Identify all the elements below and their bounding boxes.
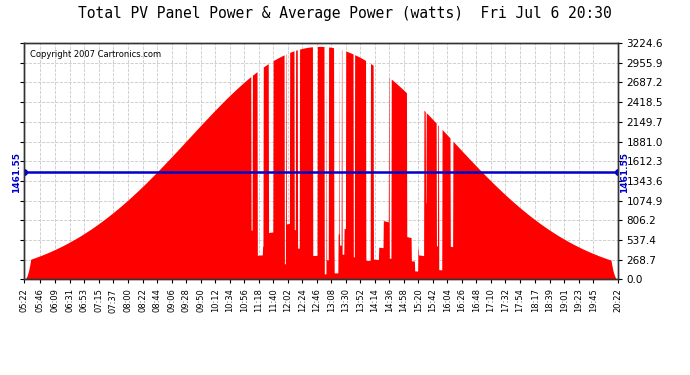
Text: Copyright 2007 Cartronics.com: Copyright 2007 Cartronics.com <box>30 50 161 59</box>
Text: 1461.55: 1461.55 <box>12 152 21 193</box>
Text: 1461.55: 1461.55 <box>620 152 629 193</box>
Text: Total PV Panel Power & Average Power (watts)  Fri Jul 6 20:30: Total PV Panel Power & Average Power (wa… <box>78 6 612 21</box>
